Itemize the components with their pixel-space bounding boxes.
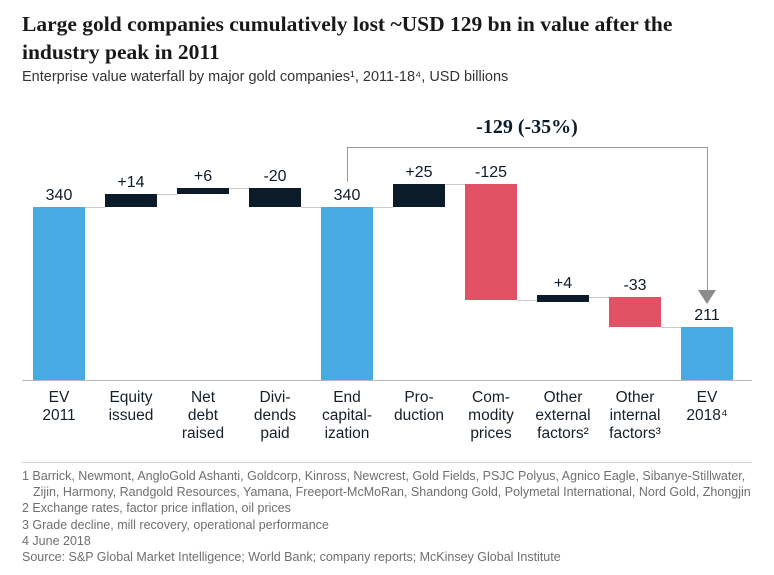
- bar-category-label: Other internal factors³: [609, 389, 661, 442]
- bracket-left-line: [347, 147, 348, 182]
- bar-value-label: +14: [117, 173, 145, 191]
- connector-line: [661, 327, 681, 329]
- connector-line: [157, 193, 177, 195]
- bar-value-label: -20: [263, 168, 287, 186]
- connector-line: [301, 207, 321, 208]
- footnote: 1 Barrick, Newmont, AngloGold Ashanti, G…: [22, 469, 751, 500]
- bar-category-label: Divi-dends paid: [253, 389, 297, 442]
- page-title-line2: industry peak in 2011: [22, 40, 220, 64]
- page-title: Large gold companies cumulatively lost ~…: [22, 10, 742, 66]
- footnotes: 1 Barrick, Newmont, AngloGold Ashanti, G…: [22, 468, 756, 565]
- waterfall-bar-equity-issued: [105, 193, 157, 207]
- waterfall-bar-production: [393, 183, 445, 207]
- footnote-list: 1 Barrick, Newmont, AngloGold Ashanti, G…: [22, 468, 756, 549]
- bar-value-label: 340: [45, 187, 73, 204]
- bar-category-label: End capital-ization: [322, 389, 372, 442]
- bar-category-label: EV 2018⁴: [686, 389, 728, 424]
- connector-line: [445, 183, 465, 185]
- bar-value-label: +25: [405, 163, 433, 181]
- bar-category-label: Net debt raised: [181, 389, 225, 442]
- waterfall-bar-other-internal-factors: [609, 296, 661, 328]
- bar-value-label: 340: [333, 187, 361, 204]
- footnote: 4 June 2018: [22, 533, 91, 548]
- chart-subtitle: Enterprise value waterfall by major gold…: [22, 69, 509, 85]
- bar-value-label: -125: [474, 163, 508, 181]
- waterfall-bar-ev-2018: [681, 327, 733, 380]
- bar-category-label: Com-modity prices: [468, 389, 514, 442]
- bar-value-label: +4: [553, 275, 573, 293]
- connector-line: [517, 300, 537, 302]
- waterfall-bar-ev-2011: [33, 207, 85, 380]
- footnote: 3 Grade decline, mill recovery, operatio…: [22, 517, 329, 532]
- bracket-top-line: [347, 147, 707, 148]
- bar-category-label: Equity issued: [108, 389, 154, 424]
- connector-line: [373, 207, 393, 208]
- x-axis-line: [22, 380, 752, 381]
- down-arrow-icon: [698, 290, 716, 304]
- bar-value-label: 211: [694, 307, 720, 325]
- waterfall-bar-commodity-prices: [465, 183, 517, 301]
- page-title-line1: Large gold companies cumulatively lost ~…: [22, 12, 673, 36]
- connector-line: [589, 296, 609, 298]
- bar-value-label: -33: [623, 276, 647, 294]
- connector-line: [85, 207, 105, 208]
- waterfall-bar-end-capitalization: [321, 207, 373, 380]
- footnote-divider: [22, 462, 752, 463]
- bracket-right-line: [707, 147, 708, 290]
- bar-value-label: +6: [193, 167, 213, 185]
- bar-category-label: Other external factors²: [535, 389, 591, 442]
- source-line: Source: S&P Global Market Intelligence; …: [22, 550, 561, 565]
- annotation-label: -129 (-35%): [476, 116, 578, 138]
- bar-category-label: Pro-duction: [394, 389, 444, 424]
- bar-category-label: EV 2011: [42, 389, 76, 424]
- connector-line: [229, 188, 249, 190]
- waterfall-bar-other-external-factors: [537, 295, 589, 302]
- waterfall-bar-net-debt-raised: [177, 187, 229, 195]
- footnote: 2 Exchange rates, factor price inflation…: [22, 501, 291, 516]
- waterfall-bar-dividends-paid: [249, 188, 301, 207]
